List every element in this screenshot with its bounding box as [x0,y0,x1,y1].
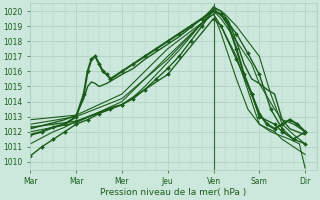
X-axis label: Pression niveau de la mer( hPa ): Pression niveau de la mer( hPa ) [100,188,247,197]
